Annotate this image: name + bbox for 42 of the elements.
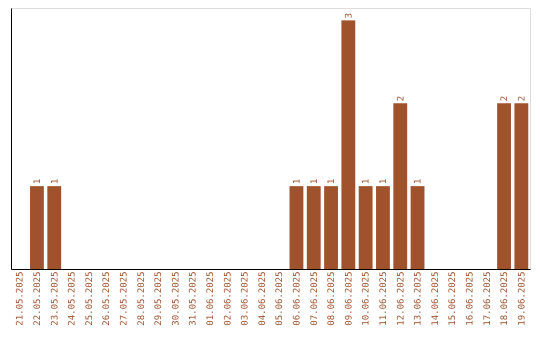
x-tick-label: 05.06.2025	[275, 272, 286, 326]
x-tick-label: 31.05.2025	[188, 272, 199, 326]
x-tick-label: 10.06.2025	[362, 272, 372, 326]
x-tick-label: 06.06.2025	[292, 272, 302, 326]
data-label: 1	[327, 178, 338, 184]
x-tick-label: 28.05.2025	[136, 272, 147, 326]
x-tick-label: 18.06.2025	[500, 272, 510, 326]
x-tick-label: 11.06.2025	[378, 272, 389, 326]
x-tick-label: 13.06.2025	[414, 272, 424, 326]
x-tick-label: 17.06.2025	[482, 272, 493, 326]
data-label: 1	[310, 178, 320, 184]
data-label: 1	[414, 178, 424, 184]
data-label: 1	[292, 178, 302, 184]
x-tick-label: 27.05.2025	[119, 272, 130, 326]
x-tick-label: 30.05.2025	[171, 272, 182, 326]
x-tick-label: 23.05.2025	[50, 272, 60, 326]
x-tick-label: 09.06.2025	[344, 272, 354, 326]
x-tick-label: 12.06.2025	[396, 272, 406, 326]
data-label: 2	[500, 96, 510, 102]
data-label: 2	[517, 96, 528, 102]
data-label: 3	[344, 13, 354, 18]
x-tick-label: 22.05.2025	[32, 272, 43, 326]
data-label: 1	[362, 178, 372, 184]
data-label: 1	[378, 178, 389, 184]
x-tick-label: 19.06.2025	[517, 272, 528, 326]
x-tick-label: 04.06.2025	[258, 272, 268, 326]
x-tick-label: 16.06.2025	[465, 272, 476, 326]
x-tick-label: 07.06.2025	[310, 272, 320, 326]
x-tick-label: 25.05.2025	[84, 272, 95, 326]
x-tick-label: 14.06.2025	[430, 272, 441, 326]
x-tick-label: 29.05.2025	[154, 272, 164, 326]
x-tick-label: 24.05.2025	[68, 272, 78, 326]
x-tick-label: 21.05.2025	[16, 272, 26, 326]
data-label: 1	[50, 178, 60, 184]
x-tick-label: 02.06.2025	[223, 272, 234, 326]
data-label: 2	[396, 96, 406, 102]
x-tick-label: 08.06.2025	[327, 272, 338, 326]
x-tick-label: 01.06.2025	[206, 272, 216, 326]
x-tick-label: 15.06.2025	[448, 272, 458, 326]
x-tick-label: 26.05.2025	[102, 272, 112, 326]
x-tick-label: 03.06.2025	[240, 272, 251, 326]
data-label: 1	[32, 178, 43, 184]
